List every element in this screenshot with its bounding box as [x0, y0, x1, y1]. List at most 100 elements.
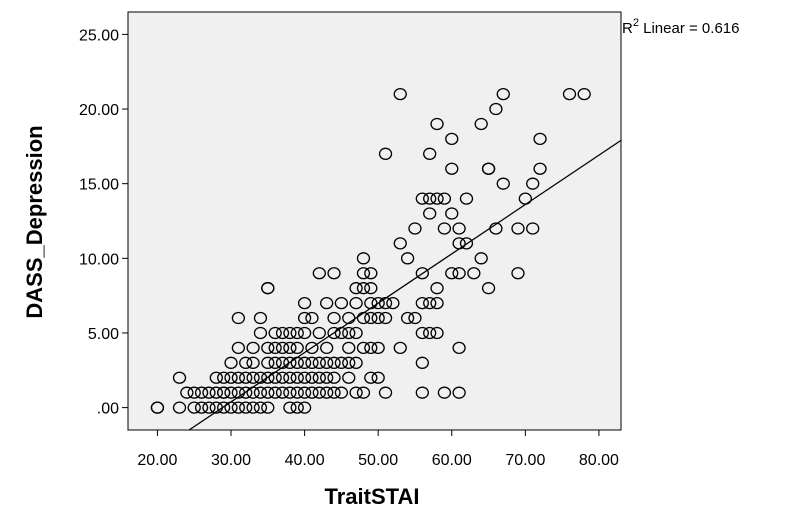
fit-line — [188, 139, 622, 431]
data-point — [364, 341, 378, 355]
data-point — [305, 311, 319, 325]
data-point — [474, 252, 488, 265]
data-point — [187, 401, 201, 414]
data-point — [371, 371, 385, 384]
data-point — [342, 371, 356, 384]
data-point — [511, 267, 525, 280]
data-point — [356, 252, 371, 265]
data-point — [202, 401, 216, 414]
data-point — [239, 386, 253, 399]
data-point — [437, 222, 452, 235]
r-squared-text: Linear = 0.616 — [639, 20, 740, 37]
data-point — [415, 326, 429, 340]
data-point — [327, 386, 341, 399]
data-point — [334, 386, 349, 399]
x-axis-title: TraitSTAI — [325, 484, 420, 509]
data-point — [283, 371, 297, 384]
data-point — [400, 252, 415, 265]
data-point — [386, 296, 400, 310]
data-point — [180, 386, 194, 399]
data-point — [327, 326, 341, 340]
data-point — [364, 371, 378, 384]
data-point — [408, 311, 422, 325]
data-point — [297, 326, 312, 340]
data-point — [489, 102, 503, 116]
data-point — [239, 371, 253, 384]
data-point — [349, 296, 363, 310]
data-point — [297, 356, 312, 369]
plot-area — [127, 11, 622, 431]
data-point — [364, 311, 378, 325]
data-point — [408, 222, 422, 235]
data-point — [481, 282, 496, 295]
data-point — [275, 341, 290, 355]
data-point — [445, 162, 459, 175]
data-point — [305, 371, 319, 384]
data-point — [511, 222, 525, 235]
data-point — [334, 296, 349, 310]
data-point — [356, 282, 371, 295]
data-point — [356, 386, 371, 399]
data-point — [261, 356, 275, 369]
data-point — [320, 341, 334, 355]
data-point — [275, 371, 290, 384]
data-point — [327, 267, 341, 280]
data-point — [187, 386, 201, 399]
data-point — [452, 341, 466, 355]
data-point — [261, 371, 275, 384]
data-point — [334, 356, 349, 369]
data-point — [209, 371, 223, 384]
data-point — [283, 341, 297, 355]
data-point — [268, 326, 282, 340]
data-point — [349, 386, 363, 399]
data-point — [415, 192, 429, 205]
data-point — [283, 401, 297, 414]
data-point — [415, 356, 429, 369]
data-point — [290, 386, 304, 399]
data-point — [327, 371, 341, 384]
data-point — [239, 356, 253, 369]
data-point — [459, 237, 474, 250]
data-point — [320, 386, 334, 399]
data-point — [423, 296, 437, 310]
data-point — [283, 356, 297, 369]
data-point — [246, 401, 260, 414]
data-point — [430, 192, 444, 205]
data-point — [253, 326, 268, 340]
x-tick-label: 70.00 — [505, 452, 545, 469]
data-point — [261, 401, 275, 414]
data-point — [445, 267, 459, 280]
y-axis-ticks: .00 5.00 10.00 15.00 20.00 25.00 — [79, 27, 128, 418]
data-point — [297, 296, 312, 310]
data-point — [430, 296, 444, 310]
data-point — [172, 371, 187, 384]
data-point — [415, 296, 429, 310]
data-point — [261, 386, 275, 399]
data-point — [275, 386, 290, 399]
data-point — [452, 267, 466, 280]
x-tick-label: 20.00 — [137, 452, 177, 469]
data-point — [430, 282, 444, 295]
data-point — [217, 371, 231, 384]
data-point — [327, 356, 341, 369]
data-point — [423, 326, 437, 340]
data-point — [459, 192, 474, 205]
data-point — [364, 282, 378, 295]
data-point — [467, 267, 481, 280]
data-point — [577, 87, 591, 101]
data-point — [231, 401, 246, 414]
data-point — [526, 177, 540, 190]
data-point — [342, 356, 356, 369]
data-point — [217, 401, 231, 414]
y-tick-label: 10.00 — [79, 251, 119, 268]
data-point — [290, 371, 304, 384]
data-point — [172, 401, 187, 414]
r-squared-prefix: R — [622, 20, 633, 37]
x-axis-ticks: 20.00 30.00 40.00 50.00 60.00 70.00 80.00 — [137, 430, 619, 469]
data-point — [349, 326, 363, 340]
data-point — [290, 401, 304, 414]
data-point — [378, 311, 393, 325]
data-point — [283, 326, 297, 340]
data-point — [231, 341, 246, 355]
